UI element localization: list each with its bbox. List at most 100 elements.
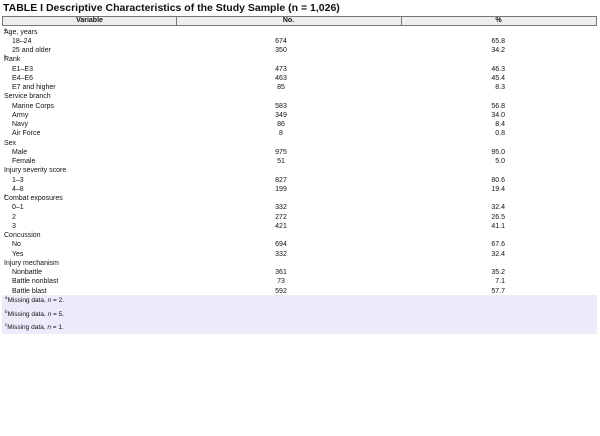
count: 73 [277, 278, 285, 286]
percent: 95.0 [491, 148, 505, 156]
percent: 65.8 [491, 37, 505, 45]
percent: 67.6 [491, 241, 505, 249]
percent: 80.6 [491, 176, 505, 184]
percent: 7.1 [495, 278, 505, 286]
percent: 32.4 [491, 250, 505, 258]
group-row: Service branch [2, 92, 597, 101]
group-row: Rank b [2, 55, 597, 64]
footnote-text: = 5. [51, 310, 65, 318]
row-label: Female [12, 158, 36, 165]
group-label: Age, years [4, 28, 38, 36]
data-row: Air Force 8 0.8 [2, 129, 597, 138]
count: 694 [275, 241, 287, 249]
footnotes: aMissing data, n = 2. bMissing data, n = … [2, 295, 597, 334]
group-label: Injury mechanism [4, 259, 59, 267]
header-cell: No. [176, 17, 402, 25]
count: 349 [275, 111, 287, 119]
group-label: Injury severity score [4, 167, 67, 175]
header-cell: % [495, 17, 502, 24]
percent: 8.3 [495, 84, 505, 91]
percent: 35.2 [491, 269, 505, 276]
footnote: bMissing data, n = 5. [5, 308, 65, 319]
data-row: E7 and higher 85 8.3 [2, 83, 597, 92]
row-label: 25 and older [12, 47, 51, 54]
footnote-mark: a [4, 26, 7, 32]
data-row: No 694 67.6 [2, 240, 597, 249]
data-row: 3 421 41.1 [2, 222, 597, 231]
count: 473 [275, 65, 287, 73]
data-row: 4–8 199 19.4 [2, 185, 597, 194]
data-row: 2 272 26.5 [2, 213, 597, 222]
row-label: No [12, 241, 21, 249]
row-label: E1–E3 [12, 65, 34, 73]
percent: 8.4 [495, 121, 505, 128]
group-row: Concussion [2, 231, 597, 240]
count: 8 [279, 130, 283, 138]
data-row: Navy 86 8.4 [2, 120, 597, 129]
footnote-mark: b [5, 308, 8, 314]
percent: 32.4 [491, 204, 505, 212]
footnote-text: Missing data, [7, 310, 48, 318]
row-label: Navy [12, 121, 28, 128]
percent: 5.0 [495, 158, 505, 165]
count: 51 [277, 158, 285, 165]
group-row: Age, years a [2, 26, 597, 37]
count: 86 [277, 121, 285, 128]
row-label: 0–1 [12, 204, 24, 212]
count: 583 [275, 102, 287, 110]
data-row: E4–E6 463 45.4 [2, 74, 597, 83]
data-row: Nonbattle 361 35.2 [2, 268, 597, 277]
group-label-cell: Combat exposures c [4, 193, 63, 203]
row-label: Nonbattle [12, 269, 42, 276]
count: 674 [275, 37, 287, 45]
footnote-variable: n [47, 324, 51, 331]
percent: 34.0 [491, 111, 505, 119]
group-row: Sex [2, 139, 597, 148]
footnote-variable: n [47, 310, 52, 318]
data-row: E1–E3 473 46.3 [2, 65, 597, 74]
group-label: Concussion [4, 232, 41, 239]
row-label: 18–24 [12, 37, 32, 45]
data-row: Yes 332 32.4 [2, 250, 597, 259]
group-label: Service branch [4, 93, 51, 101]
footnote: aMissing data, n = 2. [5, 295, 64, 305]
table-header: Variable No. % [2, 16, 597, 26]
footnote-text: Missing data, [7, 324, 48, 331]
row-label: E7 and higher [12, 84, 56, 91]
group-label: Combat exposures [4, 195, 63, 202]
table-title: TABLE I Descriptive Characteristics of t… [3, 2, 340, 14]
group-row: Injury severity score [2, 166, 597, 175]
count: 975 [275, 148, 287, 156]
percent: 0.8 [495, 130, 505, 138]
row-label: Marine Corps [12, 102, 55, 110]
data-row: 25 and older 350 34.2 [2, 46, 597, 55]
footnote-mark: c [5, 322, 8, 327]
count: 421 [275, 222, 287, 230]
data-row: Male 975 95.0 [2, 148, 597, 157]
group-label: Rank [4, 56, 21, 64]
row-label: E4–E6 [12, 74, 34, 82]
data-row: Battle blast 592 57.7 [2, 287, 597, 296]
group-row: Combat exposures c [2, 193, 597, 203]
data-row: 18–24 674 65.8 [2, 37, 597, 46]
data-row: Marine Corps 583 56.8 [2, 102, 597, 111]
data-row: Army 349 34.0 [2, 111, 597, 120]
group-row: Injury mechanism [2, 259, 597, 268]
row-label: Male [12, 148, 28, 156]
footnote-variable: n [47, 297, 52, 304]
data-row: 1–3 827 80.6 [2, 176, 597, 185]
percent: 41.1 [491, 222, 505, 230]
count: 361 [275, 269, 287, 276]
row-label: 4–8 [12, 185, 24, 193]
row-label: Air Force [12, 130, 41, 138]
footnote-text: = 1. [50, 324, 64, 331]
row-label: 2 [12, 213, 16, 221]
row-label: Army [12, 111, 29, 119]
group-label-cell: Age, years a [4, 26, 37, 37]
footnote-mark: c [4, 193, 7, 198]
percent: 57.7 [491, 287, 505, 295]
count: 463 [275, 74, 287, 82]
percent: 56.8 [491, 102, 505, 110]
row-label: Yes [12, 250, 24, 258]
